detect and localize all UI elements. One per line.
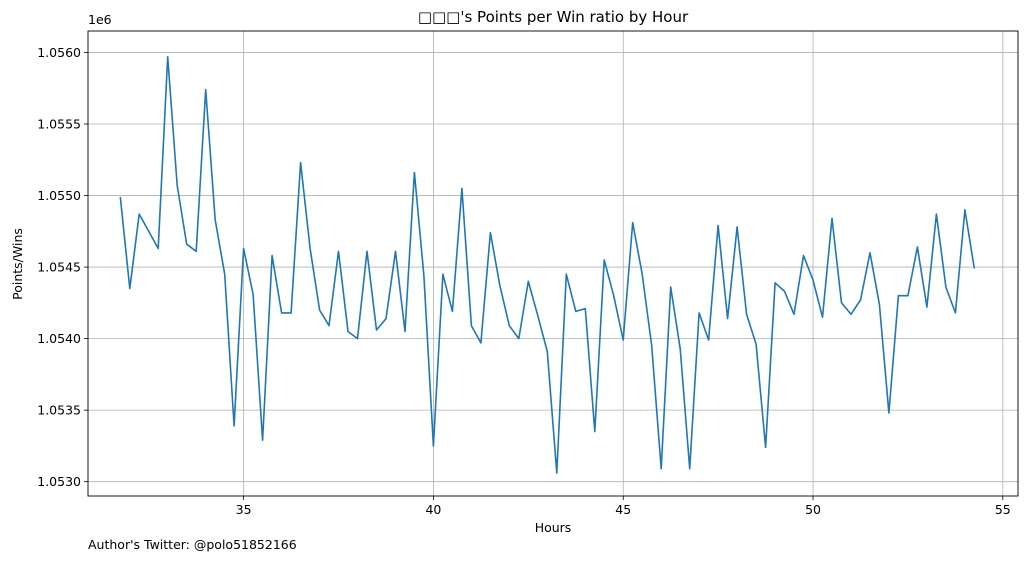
chart-title: □□□'s Points per Win ratio by Hour — [418, 8, 689, 26]
x-tick-label: 40 — [425, 502, 441, 517]
y-tick-label: 1.0555 — [37, 117, 81, 132]
y-tick-label: 1.0530 — [37, 474, 81, 489]
y-tick-label: 1.0545 — [37, 260, 81, 275]
x-tick-label: 45 — [615, 502, 631, 517]
x-tick-label: 50 — [805, 502, 821, 517]
y-tick-label: 1.0550 — [37, 188, 81, 203]
y-axis: 1.0530 1.0535 1.0540 1.0545 1.0550 1.0555 1.05… — [37, 45, 88, 489]
x-tick-label: 55 — [995, 502, 1011, 517]
x-axis-label: Hours — [535, 520, 572, 535]
x-axis: 35 40 45 50 55 — [236, 496, 1011, 517]
y-tick-label: 1.0540 — [37, 331, 81, 346]
x-tick-label: 35 — [236, 502, 252, 517]
y-offset-label: 1e6 — [88, 12, 112, 27]
y-tick-label: 1.0535 — [37, 403, 81, 418]
author-footnote: Author's Twitter: @polo51852166 — [88, 537, 297, 552]
plot-frame — [87, 30, 1019, 497]
grid-lines — [88, 31, 1018, 496]
series-layer — [119, 55, 976, 474]
series-line — [119, 55, 976, 474]
y-axis-label: Points/Wins — [10, 228, 25, 300]
y-tick-label: 1.0560 — [37, 45, 81, 60]
